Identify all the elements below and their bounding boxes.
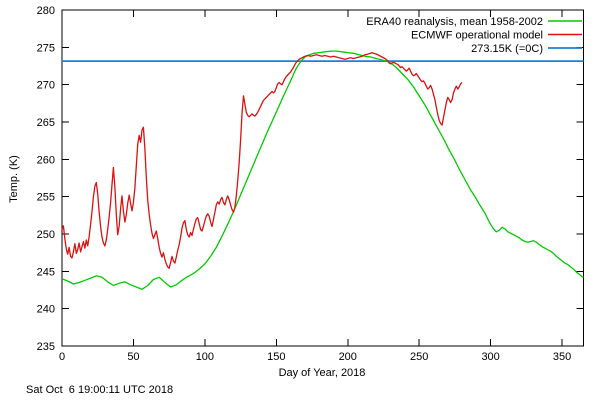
x-tick-label: 150 [267,351,285,363]
x-tick-label: 250 [410,351,428,363]
y-tick-label: 270 [37,80,55,92]
x-axis-label: Day of Year, 2018 [278,367,366,379]
x-tick-label: 350 [553,351,571,363]
y-tick-label: 260 [37,154,55,166]
x-tick-label: 300 [481,351,499,363]
y-tick-label: 250 [37,229,55,241]
plot-border [61,9,584,347]
axis-ticks [61,9,584,347]
y-tick-label: 235 [37,341,55,353]
x-tick-label: 50 [127,351,139,363]
legend-label-era40: ERA40 reanalysis, mean 1958-2002 [366,16,543,28]
y-tick-label: 275 [37,42,55,54]
y-axis-label: Temp. (K) [8,155,20,203]
x-tick-label: 0 [59,351,65,363]
era40-series-line [61,50,584,290]
x-tick-label: 200 [339,351,357,363]
y-tick-label: 255 [37,192,55,204]
y-tick-label: 280 [37,5,55,17]
legend-label-ecmwf: ECMWF operational model [411,30,543,42]
y-tick-label: 265 [37,117,55,129]
legend-label-freezing: 273.15K (=0C) [471,43,543,55]
plot-timestamp: Sat Oct 6 19:00:11 UTC 2018 [26,384,174,396]
ecmwf-series-line [61,51,463,269]
y-tick-label: 240 [37,304,55,316]
y-tick-label: 245 [37,266,55,278]
x-tick-label: 100 [196,351,214,363]
